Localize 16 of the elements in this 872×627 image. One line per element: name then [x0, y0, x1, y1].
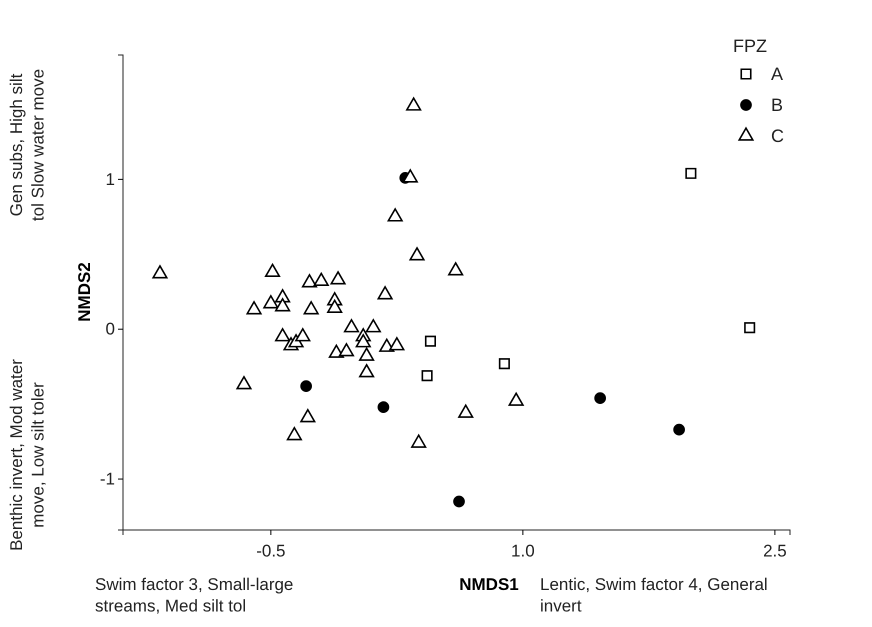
x-tick-label: 2.5	[763, 542, 787, 561]
x-tick-label: 1.0	[511, 542, 535, 561]
text: Swim factor 3, Small-large streams, Med silt tol	[95, 575, 294, 616]
x-tick-label: -0.5	[256, 542, 286, 561]
text: Lentic, Swim factor 4, General invert	[540, 575, 768, 616]
x-axis-title: NMDS1	[459, 575, 519, 594]
legend-label: C	[771, 126, 784, 146]
y-axis-title: NMDS2	[75, 262, 94, 322]
legend-label: A	[771, 64, 784, 84]
text: Gen subs, High silt tol Slow water move	[7, 68, 48, 222]
y-tick-label: 1	[106, 170, 115, 189]
legend-title: FPZ	[733, 36, 767, 56]
y-tick-label: -1	[100, 469, 115, 488]
text: Benthic invert, Mod water move, Low silt toler	[7, 358, 48, 551]
legend-label: B	[771, 95, 784, 115]
y-tick-label: 0	[106, 320, 115, 339]
